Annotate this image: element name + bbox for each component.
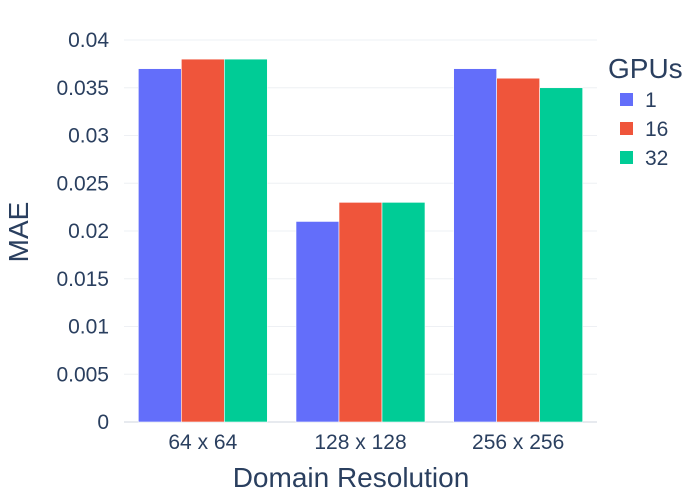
bars <box>138 58 583 423</box>
x-tick-label: 128 x 128 <box>314 431 406 454</box>
y-tick-label: 0.005 <box>56 363 109 386</box>
legend: GPUs 1 16 32 <box>608 53 683 170</box>
legend-swatch <box>620 93 633 106</box>
legend-label: 16 <box>645 118 668 141</box>
bar-32-gpus-2 <box>381 202 426 423</box>
y-tick-label: 0.03 <box>68 125 109 148</box>
y-axis-ticks: 0 0.005 0.01 0.015 0.02 0.025 0.03 0.035 0.04 <box>56 29 109 434</box>
bar-32-gpus-3 <box>539 87 583 423</box>
x-tick-label: 64 x 64 <box>168 431 237 454</box>
x-axis-ticks: 64 x 64 128 x 128 256 x 256 <box>168 431 564 454</box>
legend-items: 1 16 32 <box>620 89 668 170</box>
y-tick-label: 0.02 <box>68 220 109 243</box>
y-tick-label: 0.025 <box>56 172 109 195</box>
y-axis-title: MAE <box>3 202 34 263</box>
legend-label: 1 <box>645 89 657 112</box>
x-axis-title: Domain Resolution <box>233 462 470 493</box>
bar-1-gpus-1 <box>138 68 182 423</box>
y-tick-label: 0.04 <box>68 29 109 52</box>
y-tick-label: 0.035 <box>56 77 109 100</box>
bar-1-gpus-3 <box>453 68 497 423</box>
y-tick-label: 0.01 <box>68 316 109 339</box>
y-tick-label: 0 <box>97 411 109 434</box>
bar-32-gpus-1 <box>224 58 268 423</box>
bar-1-gpus-2 <box>295 221 340 423</box>
legend-swatch <box>620 122 633 135</box>
bar-16-gpus-2 <box>338 202 383 423</box>
bar-16-gpus-3 <box>496 77 540 423</box>
legend-title: GPUs <box>608 53 683 84</box>
legend-swatch <box>620 151 633 164</box>
bar-16-gpus-1 <box>181 58 225 423</box>
legend-label: 32 <box>645 147 668 170</box>
x-tick-label: 256 x 256 <box>472 431 564 454</box>
y-tick-label: 0.015 <box>56 268 109 291</box>
